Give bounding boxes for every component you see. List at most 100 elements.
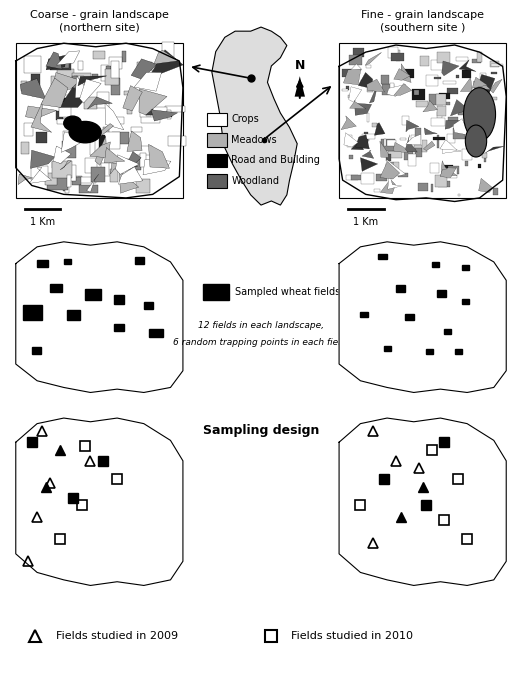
Text: Sampled wheat fields (n = 24): Sampled wheat fields (n = 24) [235,287,384,297]
Bar [420,57,429,66]
Bar [434,77,441,79]
Bar [383,84,394,95]
Bar [465,105,468,107]
Bar [24,57,41,73]
Bar [374,189,379,193]
Bar [78,61,82,70]
Polygon shape [123,86,143,111]
Polygon shape [16,418,183,586]
Polygon shape [374,123,385,135]
Polygon shape [365,52,382,66]
Polygon shape [362,151,374,158]
Bar [445,102,450,105]
Ellipse shape [465,125,487,157]
Polygon shape [56,51,80,65]
Bar [458,106,465,115]
Bar [203,283,229,300]
Bar [52,161,72,177]
Polygon shape [394,68,410,80]
Polygon shape [388,173,401,189]
Bar [140,110,154,117]
Polygon shape [339,242,506,392]
Bar [37,260,48,267]
Bar [384,346,390,350]
Bar [432,262,438,267]
Polygon shape [453,119,469,135]
Bar [362,134,375,139]
Bar [21,81,28,91]
Bar [415,149,422,157]
Bar [478,165,481,168]
Bar [404,149,413,161]
Bar [346,87,349,90]
Polygon shape [380,161,400,179]
Bar [456,75,459,78]
Polygon shape [339,418,506,586]
Bar [23,306,42,320]
Bar [412,89,425,101]
Bar [429,94,443,105]
Polygon shape [53,146,71,163]
Bar [167,110,171,119]
Bar [111,78,120,95]
Polygon shape [152,50,183,73]
Bar [126,162,137,175]
Bar [347,175,358,180]
Bar [447,168,457,178]
Bar [103,126,109,142]
Polygon shape [384,162,394,174]
Bar [124,91,140,95]
Bar [396,50,400,61]
Polygon shape [387,84,406,96]
Polygon shape [20,79,46,99]
Bar [408,154,416,166]
Polygon shape [442,146,461,154]
Bar [207,174,228,188]
Bar [348,95,354,98]
Bar [347,135,352,147]
Bar [50,283,62,292]
Bar [438,93,450,99]
Polygon shape [405,135,417,152]
Bar [431,118,445,126]
Bar [64,176,82,180]
Polygon shape [349,87,362,102]
Bar [99,135,105,148]
Text: Fields studied in 2009: Fields studied in 2009 [55,631,177,641]
Bar [64,131,81,140]
Bar [384,138,386,146]
Bar [136,179,150,193]
Bar [480,112,492,125]
Bar [65,186,69,193]
Bar [493,188,498,195]
Bar [62,140,76,158]
Bar [426,349,433,354]
Bar [470,138,477,144]
Bar [381,75,389,84]
Bar [443,82,456,84]
Bar [72,73,90,84]
Polygon shape [134,73,161,91]
Text: (northern site): (northern site) [59,22,140,33]
Bar [392,53,405,61]
Bar [110,117,124,124]
Polygon shape [358,73,373,89]
Bar [376,174,387,181]
Bar [462,299,469,304]
Polygon shape [41,78,68,107]
Bar [141,114,160,123]
Polygon shape [355,103,372,115]
Bar [411,135,417,143]
Polygon shape [80,79,101,103]
Bar [386,154,390,161]
Bar [415,128,421,140]
Bar [32,348,41,354]
Text: 1 Km: 1 Km [353,218,378,228]
Polygon shape [440,168,456,177]
Polygon shape [344,133,358,147]
Polygon shape [46,55,66,70]
Text: Woodland: Woodland [231,175,279,186]
Text: Fields studied in 2010: Fields studied in 2010 [291,631,413,641]
Bar [414,145,422,150]
Bar [422,140,426,152]
